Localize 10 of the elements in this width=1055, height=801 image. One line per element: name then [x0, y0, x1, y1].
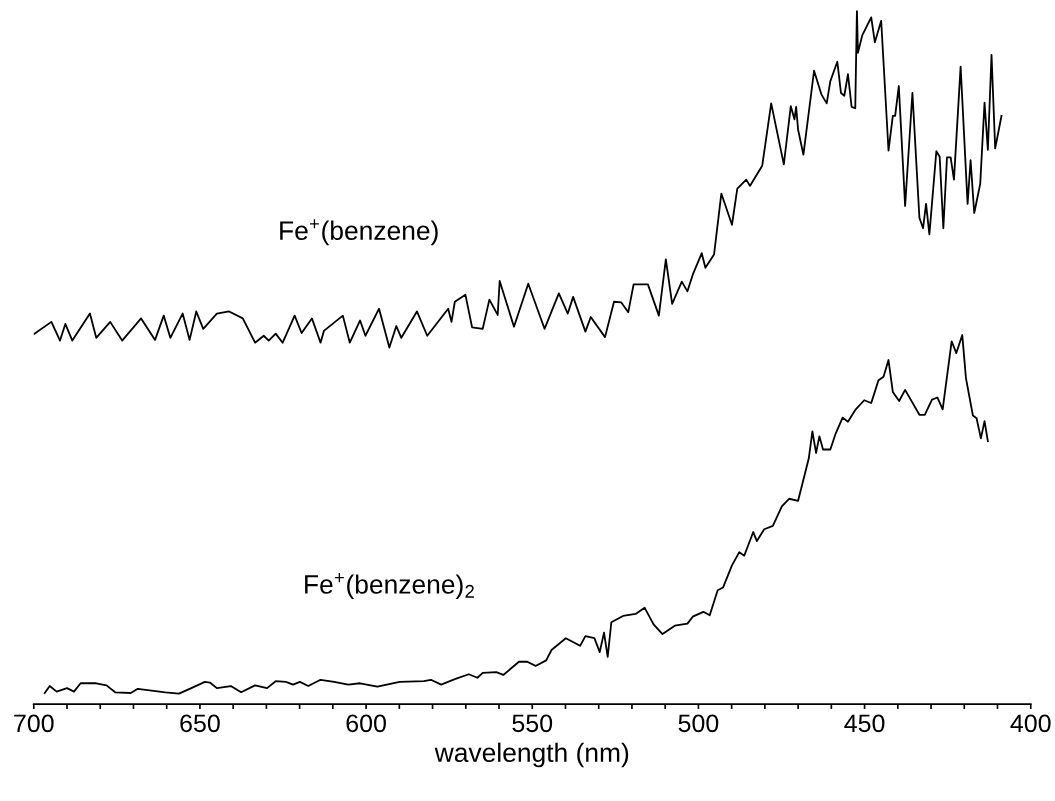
text: Fe$^{+}$(benzene) [280, 219, 438, 246]
x-axis-title: wavelength (nm) [434, 742, 629, 768]
x-tick-label: 400 [1010, 714, 1051, 733]
x-tick-label: 500 [678, 714, 719, 733]
x-tick-label: 700 [14, 714, 54, 733]
x-tick-label: 550 [512, 714, 553, 733]
x-tick-label: 650 [180, 714, 220, 733]
x-tick-label: 600 [346, 714, 386, 733]
text: Fe$^{+}$(benzene)$_{2}$ [305, 573, 474, 599]
x-tick-label: 450 [844, 714, 885, 733]
